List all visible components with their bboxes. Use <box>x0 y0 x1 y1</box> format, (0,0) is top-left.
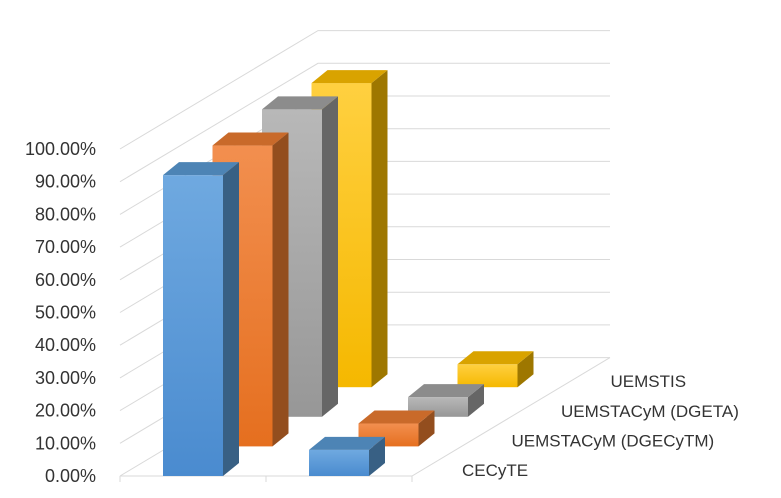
bar-top <box>457 351 534 365</box>
bar-front <box>457 364 518 388</box>
bar-side <box>272 132 289 447</box>
series-label: CECyTE <box>462 461 528 480</box>
y-tick-label: 50.00% <box>35 303 96 323</box>
bar <box>457 351 534 388</box>
bar-side <box>322 96 338 417</box>
bar <box>163 162 239 476</box>
y-tick-label: 10.00% <box>35 433 96 453</box>
y-tick-label: 60.00% <box>35 270 96 290</box>
y-tick-label: 30.00% <box>35 368 96 388</box>
gridline <box>119 62 610 183</box>
gridline <box>119 30 610 150</box>
bar-side <box>371 70 388 388</box>
bars <box>163 70 534 476</box>
bar-front <box>163 175 223 476</box>
bar-top <box>212 132 289 146</box>
y-tick-label: 80.00% <box>35 204 96 224</box>
bar-side <box>369 436 385 476</box>
bar-side <box>517 351 534 388</box>
bar-side <box>223 162 239 476</box>
bar-side <box>418 410 435 447</box>
bar-top <box>163 162 239 176</box>
bar <box>309 436 385 476</box>
series-label: UEMSTACyM (DGETA) <box>561 402 739 421</box>
series-label: UEMSTIS <box>611 372 687 391</box>
y-tick-label: 70.00% <box>35 237 96 257</box>
y-tick-label: 20.00% <box>35 401 96 421</box>
bar-front <box>309 449 369 476</box>
y-axis: 0.00% 10.00% 20.00% 30.00% 40.00% 50.00% 60.00… <box>25 139 96 486</box>
bar-top <box>408 384 484 398</box>
bar <box>358 410 435 447</box>
bar-top <box>311 70 388 84</box>
bar-top <box>358 410 435 424</box>
bar-side <box>468 384 484 417</box>
y-tick-label: 0.00% <box>45 466 96 486</box>
series-label: UEMSTACyM (DGECyTM) <box>512 431 715 450</box>
y-tick-label: 90.00% <box>35 172 96 192</box>
y-tick-label: 40.00% <box>35 335 96 355</box>
y-tick-label: 100.00% <box>25 139 96 159</box>
bar-top <box>262 96 338 110</box>
bar-top <box>309 436 385 450</box>
series-labels: UEMSTIS UEMSTACyM (DGETA) UEMSTACyM (DGECy… <box>462 372 739 480</box>
